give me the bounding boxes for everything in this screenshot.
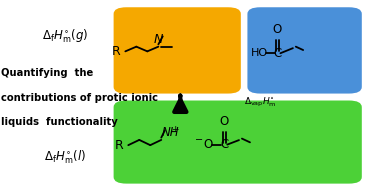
Text: O: O — [273, 23, 282, 36]
Text: contributions of protic ionic: contributions of protic ionic — [1, 93, 159, 103]
Text: $\Delta_{\rm f}H^{\circ}_{\rm m}(g)$: $\Delta_{\rm f}H^{\circ}_{\rm m}(g)$ — [42, 28, 88, 45]
Text: $\Delta_{\rm vap}H^{\circ}_{\rm m}$: $\Delta_{\rm vap}H^{\circ}_{\rm m}$ — [244, 95, 277, 108]
Text: C: C — [273, 47, 282, 60]
Text: NH: NH — [162, 126, 180, 139]
Text: R: R — [112, 45, 121, 58]
Text: O: O — [203, 138, 212, 151]
Text: Quantifying  the: Quantifying the — [1, 68, 94, 78]
Text: +: + — [171, 125, 179, 134]
FancyBboxPatch shape — [114, 7, 241, 94]
FancyBboxPatch shape — [247, 7, 362, 94]
Text: −: − — [195, 136, 203, 146]
Text: O: O — [220, 115, 229, 128]
Text: C: C — [220, 138, 229, 151]
Text: R: R — [115, 139, 124, 152]
Text: HO: HO — [251, 48, 268, 58]
Text: N: N — [154, 33, 163, 46]
Text: liquids  functionality: liquids functionality — [1, 117, 118, 127]
Text: $\Delta_{\rm f}H^{\circ}_{\rm m}(l)$: $\Delta_{\rm f}H^{\circ}_{\rm m}(l)$ — [44, 149, 86, 166]
FancyBboxPatch shape — [114, 101, 362, 184]
